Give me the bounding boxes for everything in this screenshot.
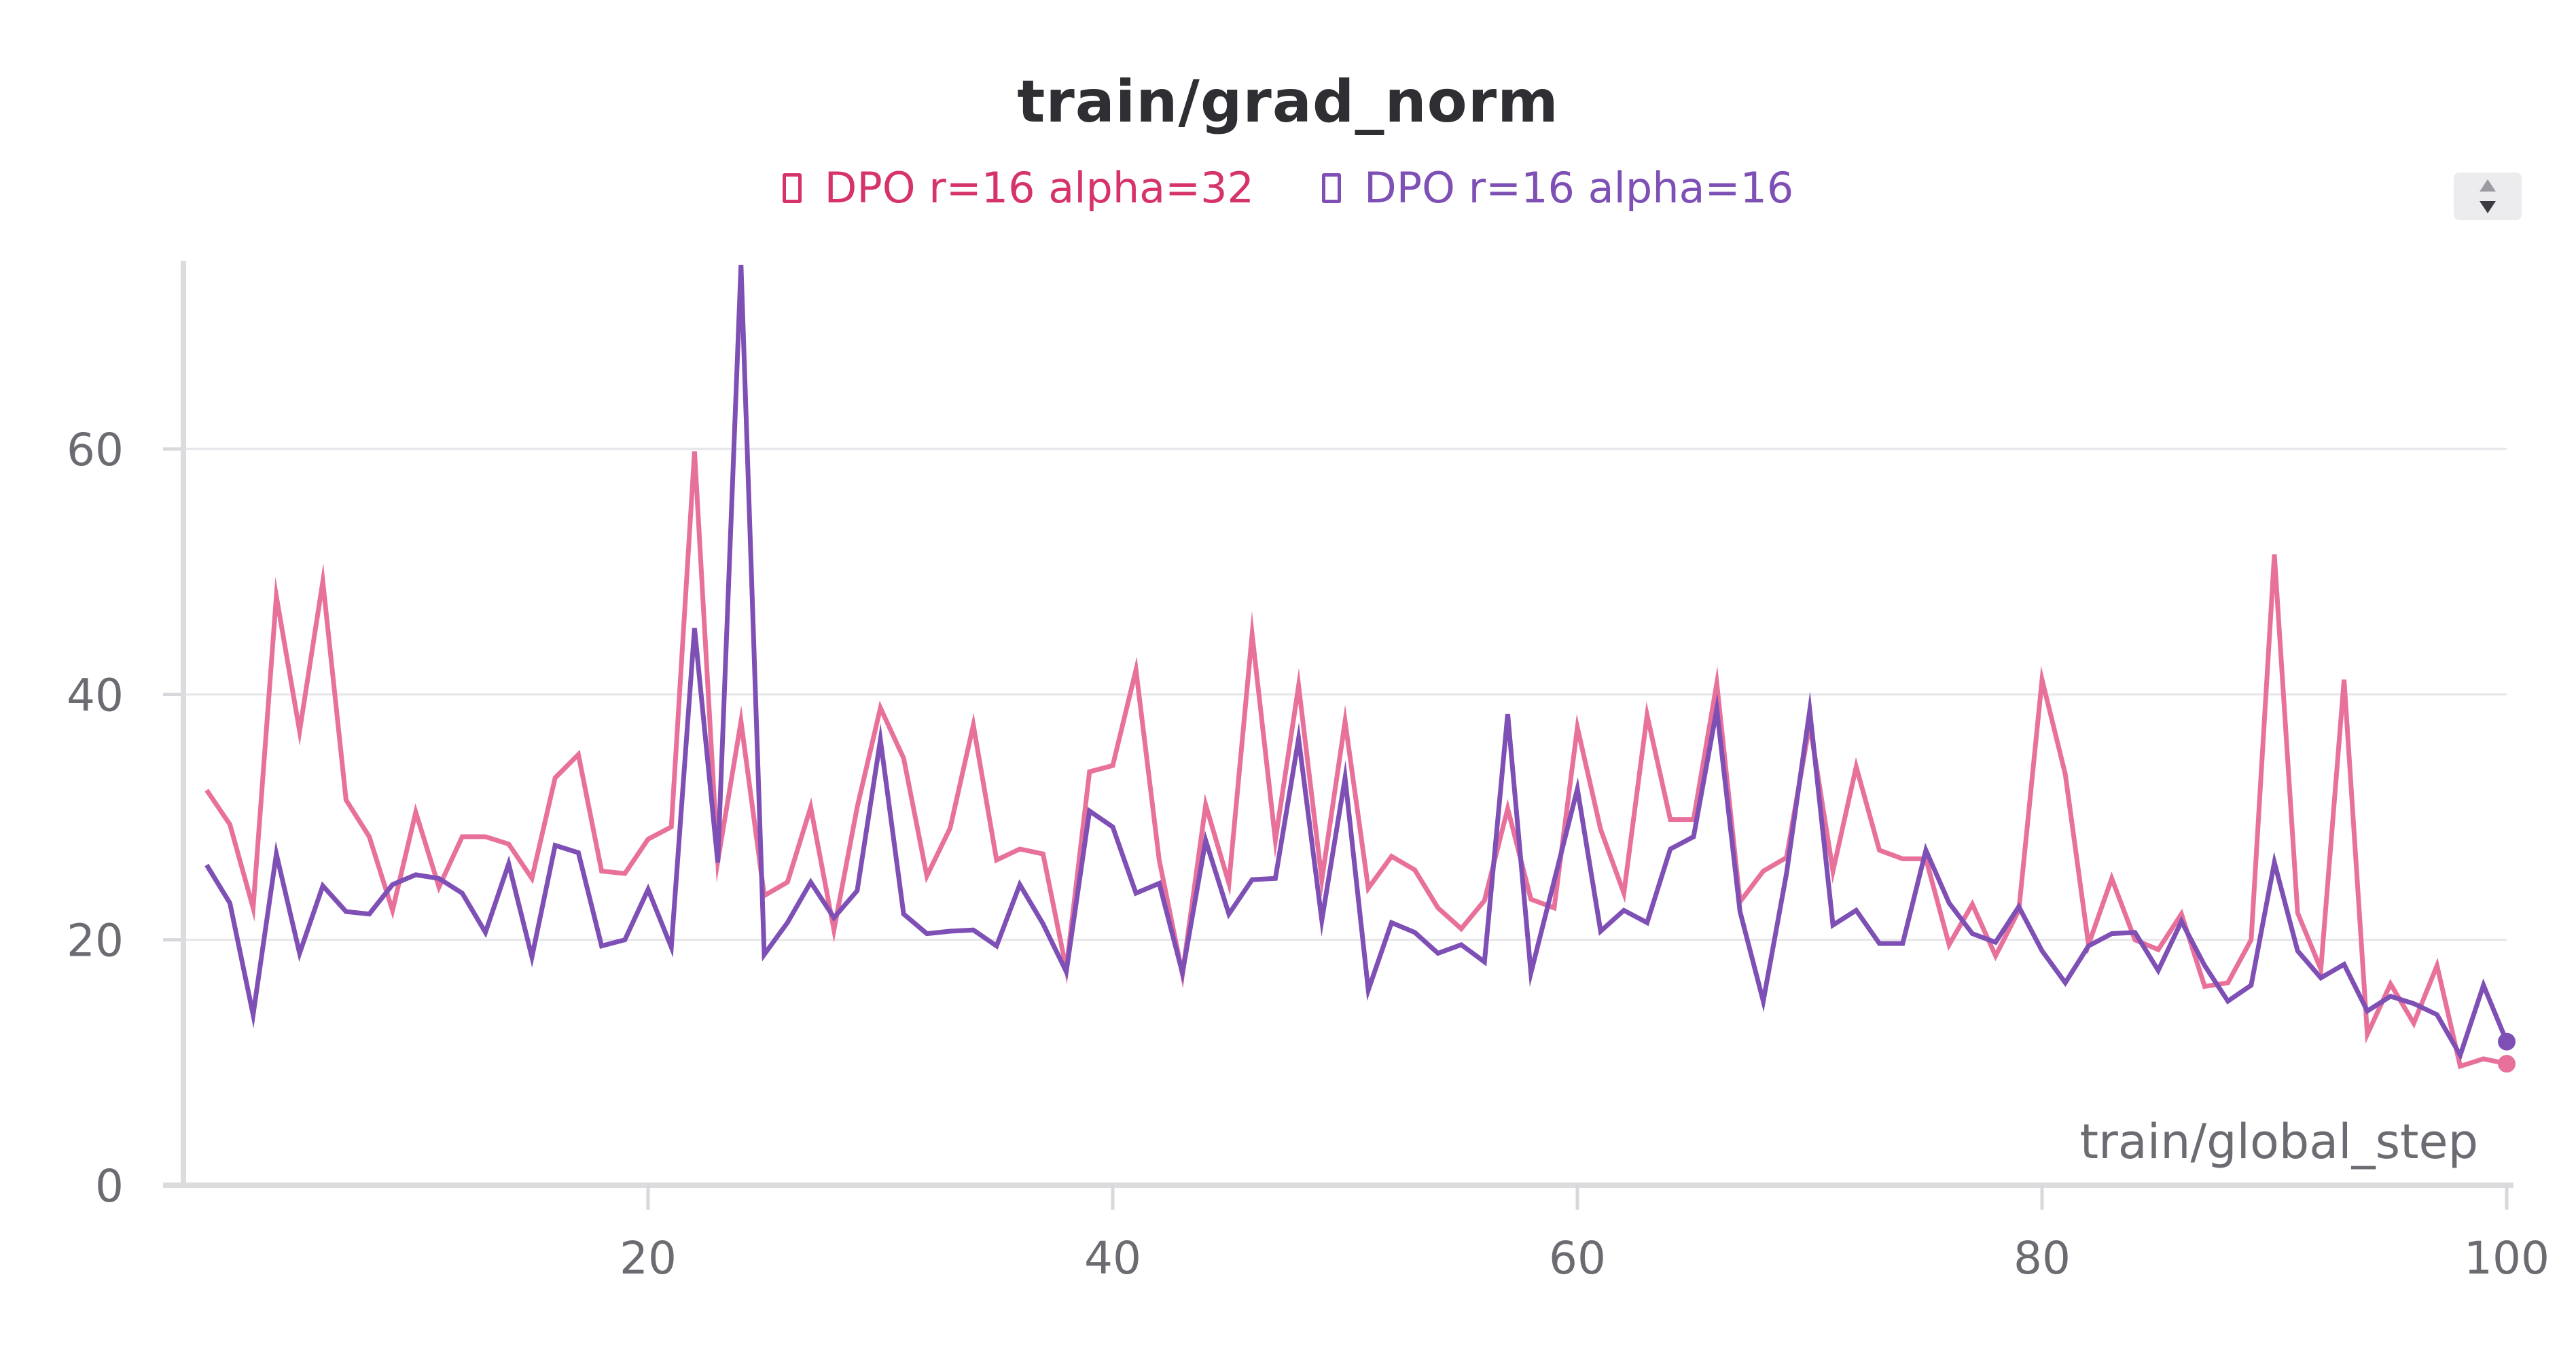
legend-scroll-control[interactable] [2454, 173, 2522, 220]
x-tick-label: 20 [620, 1232, 677, 1284]
legend-label-series-2: DPO r=16 alpha=16 [1364, 163, 1794, 213]
x-axis-title: train/global_step [2080, 1114, 2478, 1170]
legend-swatch-series-1 [782, 173, 802, 203]
legend-label-series-1: DPO r=16 alpha=32 [824, 163, 1254, 213]
series-line-1 [204, 451, 2507, 1070]
x-tick-label: 80 [2014, 1232, 2071, 1284]
y-tick-label: 20 [67, 915, 124, 967]
y-tick-label: 60 [67, 424, 124, 476]
legend: DPO r=16 alpha=32 DPO r=16 alpha=16 [0, 163, 2576, 213]
legend-item-series-2[interactable]: DPO r=16 alpha=16 [1322, 163, 1793, 213]
series-group [204, 264, 2509, 1070]
y-tick-label: 40 [67, 669, 124, 721]
y-tick-label: 0 [95, 1160, 124, 1212]
chart-title: train/grad_norm [1017, 68, 1559, 136]
x-tick-label: 40 [1084, 1232, 1141, 1284]
sort-arrows-icon [2480, 179, 2496, 213]
x-tick-label: 100 [2464, 1232, 2550, 1284]
series-line-2 [204, 264, 2509, 1062]
series-end-point-1 [2498, 1055, 2516, 1073]
series-end-point-2 [2498, 1032, 2516, 1051]
legend-swatch-series-2 [1322, 173, 1341, 203]
legend-item-series-1[interactable]: DPO r=16 alpha=32 [782, 163, 1254, 213]
x-tick-label: 60 [1549, 1232, 1606, 1284]
